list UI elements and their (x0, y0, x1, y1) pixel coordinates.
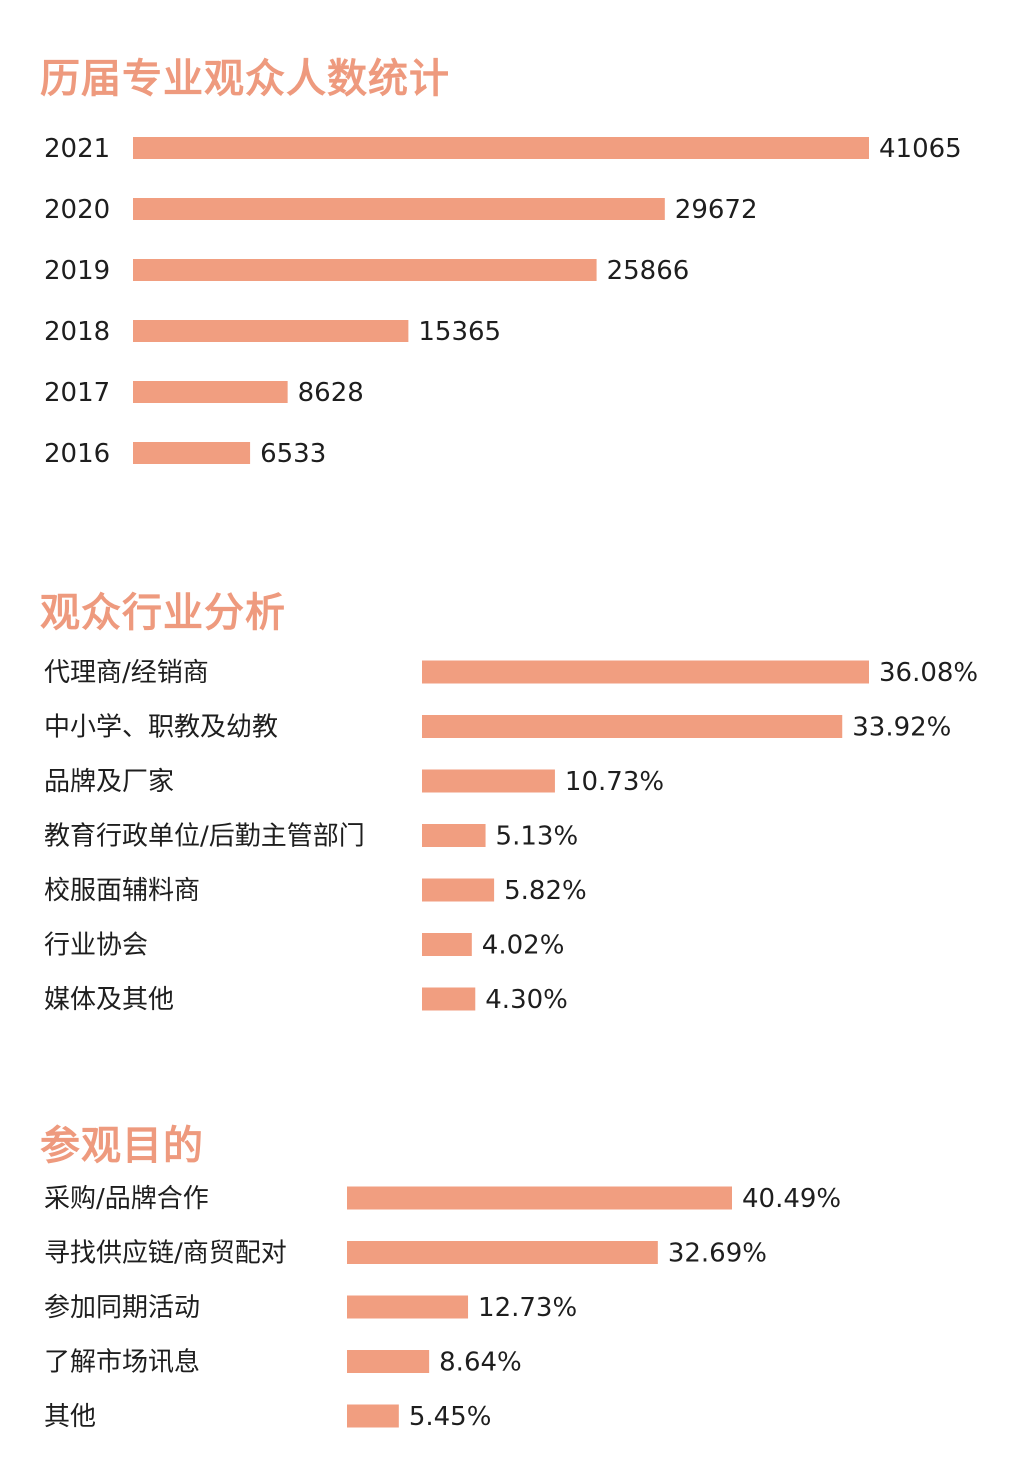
value-label: 41065 (879, 134, 962, 164)
bar (422, 878, 495, 902)
category-label: 寻找供应链/商贸配对 (44, 1239, 287, 1269)
category-label: 2021 (44, 134, 110, 164)
bar (422, 660, 869, 684)
value-label: 5.82% (504, 876, 587, 906)
bar (422, 824, 486, 847)
bar (422, 987, 476, 1011)
category-label: 行业协会 (44, 931, 148, 961)
value-label: 29672 (675, 195, 758, 225)
value-label: 8.64% (439, 1348, 522, 1378)
chart-title-purpose: 参观目的 (40, 1123, 204, 1169)
value-label: 6533 (260, 439, 326, 469)
value-label: 40.49% (742, 1184, 841, 1214)
bar (133, 198, 665, 220)
bar (133, 442, 251, 464)
value-label: 33.92% (852, 713, 951, 743)
bar (347, 1186, 732, 1210)
value-label: 36.08% (879, 658, 978, 688)
bar (347, 1404, 399, 1428)
category-label: 教育行政单位/后勤主管部门 (44, 822, 365, 852)
bar (133, 320, 409, 342)
value-label: 4.30% (485, 985, 568, 1015)
category-label: 2016 (44, 439, 110, 469)
visit-purpose-chart: 采购/品牌合作 40.49% 寻找供应链/商贸配对 32.69% 参加同期活动 12.73… (44, 1184, 841, 1432)
chart-title-visitors: 历届专业观众人数统计 (40, 56, 450, 102)
value-label: 10.73% (565, 767, 664, 797)
value-label: 5.13% (496, 822, 579, 852)
bar (133, 259, 597, 281)
category-label: 参加同期活动 (44, 1293, 200, 1323)
bar (422, 769, 555, 793)
category-label: 2020 (44, 195, 110, 225)
category-label: 校服面辅料商 (44, 876, 200, 906)
category-label: 2019 (44, 256, 110, 286)
value-label: 25866 (607, 256, 690, 286)
industry-analysis-chart: 代理商/经销商 36.08% 中小学、职教及幼教 33.92% 品牌及厂家 10.73% 教… (44, 658, 978, 1015)
category-label: 代理商/经销商 (44, 658, 209, 688)
bar (133, 137, 869, 159)
value-label: 5.45% (409, 1402, 492, 1432)
bar (422, 933, 472, 956)
category-label: 2018 (44, 317, 110, 347)
visitor-count-chart: 2021 41065 2020 29672 2019 25866 2018 15365 2017… (44, 134, 962, 469)
category-label: 采购/品牌合作 (44, 1184, 209, 1214)
category-label: 品牌及厂家 (44, 767, 174, 797)
category-label: 2017 (44, 378, 110, 408)
chart-title-industry: 观众行业分析 (40, 590, 286, 636)
value-label: 32.69% (668, 1239, 767, 1269)
category-label: 了解市场讯息 (44, 1348, 200, 1378)
category-label: 媒体及其他 (44, 985, 174, 1015)
value-label: 12.73% (478, 1293, 577, 1323)
category-label: 中小学、职教及幼教 (44, 713, 278, 743)
bar (133, 381, 288, 403)
bar (347, 1350, 430, 1373)
category-label: 其他 (44, 1402, 96, 1432)
value-label: 4.02% (482, 931, 565, 961)
bar (422, 715, 843, 738)
bar (347, 1241, 658, 1264)
bar (347, 1295, 469, 1319)
value-label: 15365 (418, 317, 501, 347)
value-label: 8628 (298, 378, 364, 408)
